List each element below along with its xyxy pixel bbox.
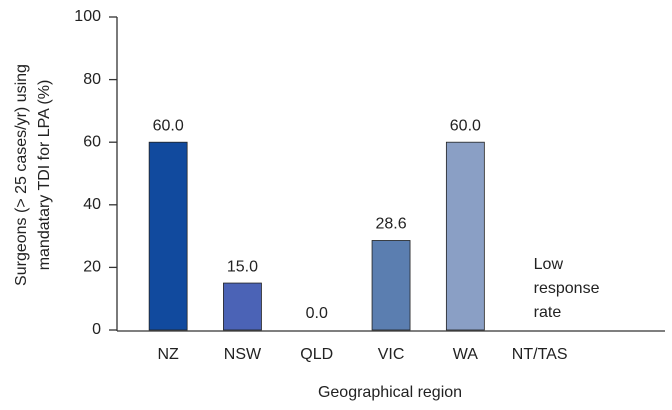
bar — [445, 141, 485, 331]
x-tick-label: QLD — [300, 346, 333, 363]
y-tick-label: 100 — [74, 8, 101, 25]
y-axis-label: mandatary TDI for LPA (%) — [36, 80, 53, 271]
x-tick-label: NSW — [224, 346, 262, 363]
bar — [371, 240, 411, 331]
x-tick-label: NT/TAS — [512, 346, 568, 363]
x-tick-label: NZ — [157, 346, 179, 363]
annotation: Low — [534, 256, 564, 273]
data-label: 28.6 — [375, 216, 406, 233]
data-label: 60.0 — [153, 117, 184, 134]
x-axis-label: Geographical region — [318, 384, 462, 401]
x-tick-label: VIC — [378, 346, 405, 363]
bar — [223, 282, 262, 331]
data-label: 60.0 — [450, 117, 481, 134]
y-axis-label: Surgeons (> 25 cases/yr) using — [13, 64, 30, 286]
annotation: response — [534, 280, 600, 297]
y-tick-label: 40 — [83, 196, 101, 213]
bar — [148, 141, 188, 331]
annotation: rate — [534, 304, 562, 321]
y-tick-label: 0 — [92, 321, 101, 338]
y-tick-label: 20 — [83, 259, 101, 276]
x-tick-label: WA — [453, 346, 479, 363]
data-label: 15.0 — [227, 258, 258, 275]
y-tick-label: 80 — [83, 71, 101, 88]
y-tick-label: 60 — [83, 133, 101, 150]
data-label: 0.0 — [306, 305, 328, 322]
